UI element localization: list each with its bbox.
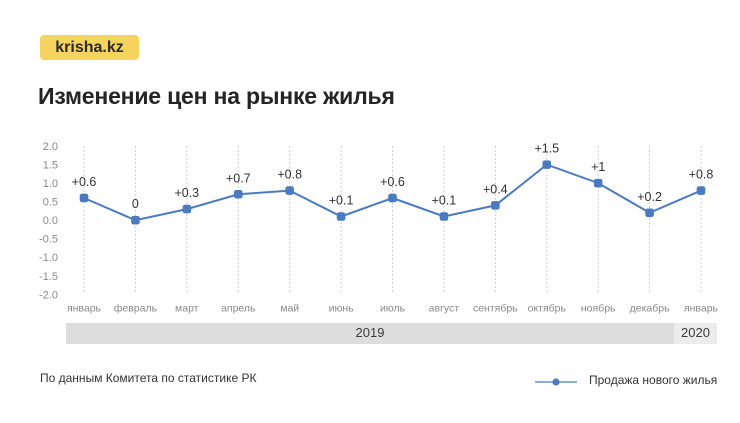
svg-text:октябрь: октябрь bbox=[528, 302, 567, 314]
svg-text:+0.7: +0.7 bbox=[226, 171, 251, 185]
svg-text:+0.6: +0.6 bbox=[72, 175, 97, 189]
svg-text:0.5: 0.5 bbox=[43, 197, 58, 209]
svg-text:+0.4: +0.4 bbox=[483, 182, 508, 196]
svg-text:+0.8: +0.8 bbox=[277, 168, 302, 182]
svg-text:ноябрь: ноябрь bbox=[581, 302, 616, 314]
svg-text:апрель: апрель bbox=[221, 302, 256, 314]
svg-text:+0.3: +0.3 bbox=[174, 186, 199, 200]
svg-text:1.5: 1.5 bbox=[43, 160, 58, 172]
svg-text:март: март bbox=[175, 302, 199, 314]
svg-text:декабрь: декабрь bbox=[630, 302, 670, 314]
svg-text:-0.5: -0.5 bbox=[39, 234, 58, 246]
svg-text:февраль: февраль bbox=[114, 302, 158, 314]
svg-text:2.0: 2.0 bbox=[43, 141, 58, 153]
svg-text:июнь: июнь bbox=[329, 302, 355, 314]
svg-text:0: 0 bbox=[132, 197, 139, 211]
svg-text:+0.6: +0.6 bbox=[380, 175, 405, 189]
svg-text:сентябрь: сентябрь bbox=[473, 302, 518, 314]
svg-text:+1: +1 bbox=[591, 160, 605, 174]
svg-text:+1.5: +1.5 bbox=[534, 142, 559, 156]
svg-text:1.0: 1.0 bbox=[43, 178, 58, 190]
svg-text:-2.0: -2.0 bbox=[39, 289, 58, 301]
svg-text:январь: январь bbox=[67, 302, 102, 314]
svg-text:-1.5: -1.5 bbox=[39, 271, 58, 283]
svg-text:январь: январь bbox=[684, 302, 719, 314]
svg-text:май: май bbox=[280, 302, 299, 314]
svg-text:+0.8: +0.8 bbox=[689, 168, 714, 182]
svg-text:0.0: 0.0 bbox=[43, 215, 58, 227]
svg-text:+0.2: +0.2 bbox=[637, 190, 662, 204]
svg-text:август: август bbox=[429, 302, 460, 314]
svg-text:+0.1: +0.1 bbox=[329, 194, 354, 208]
svg-text:-1.0: -1.0 bbox=[39, 252, 58, 264]
svg-text:июль: июль bbox=[380, 302, 406, 314]
svg-text:+0.1: +0.1 bbox=[432, 194, 457, 208]
